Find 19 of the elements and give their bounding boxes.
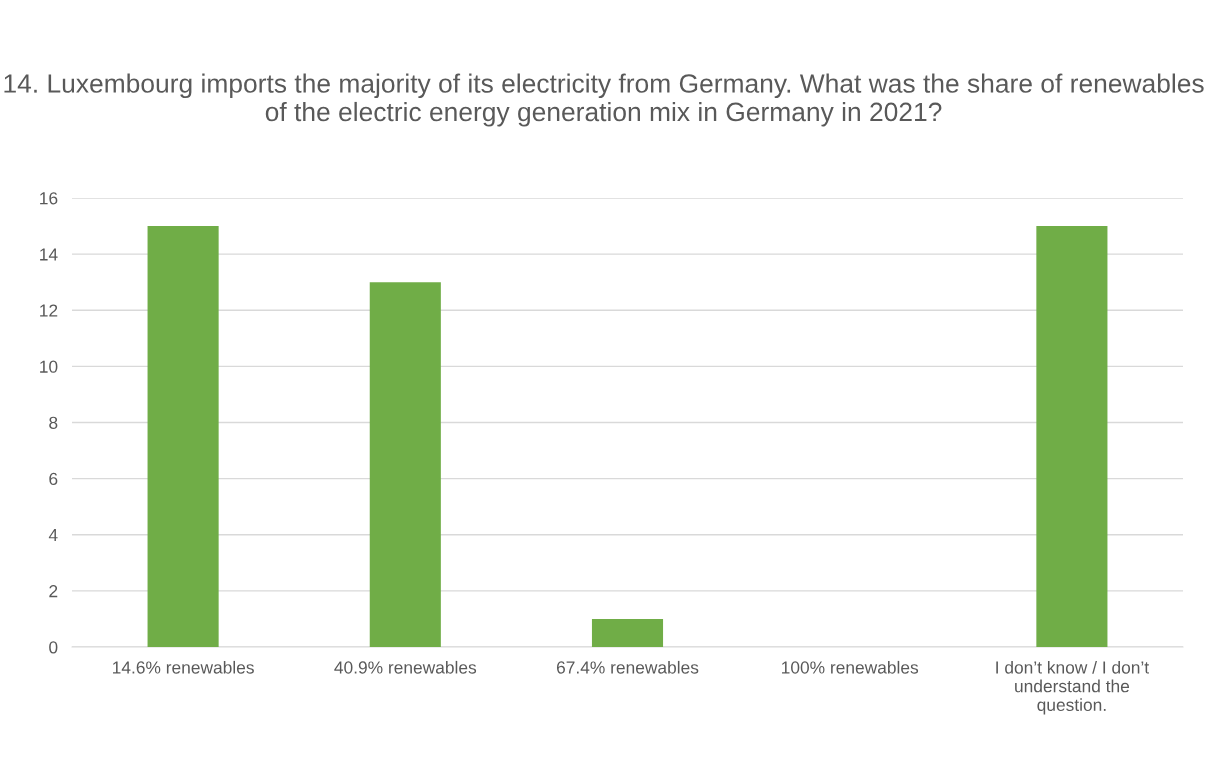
y-tick-label: 14	[40, 248, 58, 261]
y-tick-label: 16	[40, 192, 58, 205]
bar	[591, 618, 664, 647]
bar	[369, 282, 441, 647]
y-tick-label: 8	[49, 416, 58, 429]
bar	[1036, 226, 1108, 647]
y-tick-label: 4	[48, 529, 58, 542]
x-tick-label: 40.9% renewables	[334, 660, 477, 674]
y-tick-label: 10	[40, 360, 58, 373]
y-tick-label: 2	[49, 585, 58, 598]
x-tick-label: I don’t know / I don’t understand the question.	[996, 660, 1149, 715]
y-tick-label: 6	[49, 472, 58, 486]
y-tick-label: 12	[40, 304, 58, 317]
y-tick-label: 0	[49, 641, 58, 654]
bar	[147, 226, 219, 647]
x-tick-label: 100% renewables	[782, 660, 919, 674]
chart-title: 14. Luxembourg imports the majority of its electricity from Germany. What was the share of renewables of the electric energy generation mix in Germany in 2021?	[4, 73, 1204, 127]
x-tick-label: 14.6% renewables	[113, 660, 254, 674]
x-tick-label: 67.4% renewables	[556, 660, 699, 674]
